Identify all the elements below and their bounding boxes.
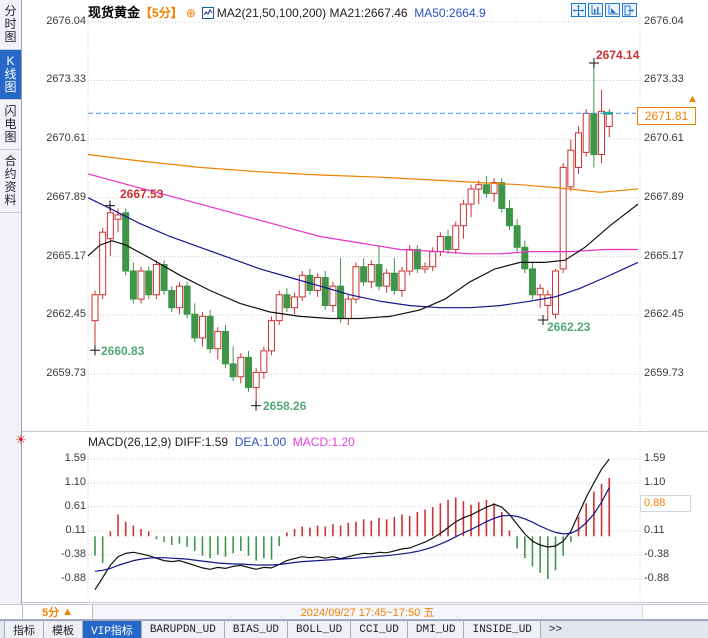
tab-INSIDE_UD[interactable]: INSIDE_UD [464,621,541,638]
annotation-high-2667: 2667.53 [120,187,164,201]
indicator-tab-bar: 指标 模板 VIP指标 BARUPDN_UD BIAS_UD BOLL_UD CCI_UD D… [0,620,708,638]
axis-measure-icon[interactable] [588,3,603,17]
tab-VIP[interactable]: VIP指标 [83,621,142,638]
period-label: 5分 [41,607,60,619]
axis-tick-label: 2673.33 [644,73,684,86]
axis-tick-label: 2659.73 [46,366,86,379]
tab->>[interactable]: >> [548,623,563,636]
status-right-filler [643,605,708,619]
axis-tick-label: 1.59 [644,452,666,465]
tab-[interactable]: 指标 [4,621,44,638]
chart-type-sidebar: 分时图 K线图 闪电图 合约资料 [0,0,22,604]
current-price-badge: 2671.81 [637,107,696,125]
axis-tick-label: -0.38 [644,547,670,560]
tab-[interactable]: 模板 [44,621,83,638]
macd-header: MACD(26,12,9) DIFF:1.59 DEA:1.00 MACD:1.… [88,435,355,449]
axis-tick-label: 2665.17 [644,249,684,262]
annotation-low-2660: 2660.83 [101,344,145,358]
ma21-value: MA21:2667.46 [329,6,408,20]
axis-tick-label: 0.11 [65,523,86,536]
sidebar-item-2[interactable]: 闪电图 [0,100,21,150]
sidebar-item-1[interactable]: K线图 [0,50,21,100]
exit-icon[interactable] [622,3,637,17]
sidebar-item-0[interactable]: 分时图 [0,0,21,50]
axis-tick-label: 2662.45 [644,308,684,321]
period-up-arrow-icon: ▲ [62,606,73,618]
axis-tick-label: 0.11 [644,523,665,536]
annotation-low-2662: 2662.23 [547,320,591,334]
ma-settings-label[interactable]: MA2(21,50,100,200) [216,6,327,20]
axis-tick-label: -0.38 [60,547,86,560]
axis-tick-label: -0.88 [644,572,670,585]
status-spacer [0,605,22,619]
macd-diff-value: DIFF:1.59 [174,435,229,449]
sidebar-item-3[interactable]: 合约资料 [0,150,21,213]
annotation-high-2674: 2674.14 [596,48,640,62]
chart-play-icon[interactable] [605,3,620,17]
add-indicator-icon[interactable]: ⊕ [185,6,196,20]
axis-tick-label: 2670.61 [46,132,86,145]
panel-divider [22,431,708,432]
axis-tick-label: 2670.61 [644,132,684,145]
tab-BOLL_UD[interactable]: BOLL_UD [288,621,352,638]
period-tag[interactable]: 【5分】 [140,6,183,20]
axis-tick-label: 1.10 [64,475,86,488]
tab-BARUPDN_UD[interactable]: BARUPDN_UD [141,621,225,638]
axis-tick-label: 1.10 [644,475,666,488]
datetime-range: 2024/09/27 17:45~17:50 五 [93,605,643,619]
axis-tick-label: 2662.45 [46,308,86,321]
price-up-arrow-icon: ▲ [687,93,698,105]
axis-tick-label: 2676.04 [644,15,684,27]
macd-dea-value: DEA:1.00 [234,435,287,449]
macd-title[interactable]: MACD(26,12,9) [88,435,172,449]
chart-toolbar [571,3,637,17]
axis-tick-label: 2665.17 [46,249,86,262]
move-icon[interactable] [571,3,586,17]
macd-axis-badge: 0.88 [640,495,691,512]
symbol-name: 现货黄金 [88,5,141,20]
ma-chart-icon[interactable] [201,7,214,22]
axis-tick-label: 0.61 [64,499,86,512]
tab-CCI_UD[interactable]: CCI_UD [351,621,408,638]
chart-header: 现货黄金【5分】 ⊕ MA2(21,50,100,200) MA21:2667.46… [88,2,486,22]
axis-tick-label: 1.59 [64,452,86,465]
axis-tick-label: 2673.33 [46,73,86,86]
indicator-settings-icon[interactable]: ☀ [15,432,27,447]
axis-tick-label: -0.88 [60,572,86,585]
tab-DMI_UD[interactable]: DMI_UD [407,621,465,638]
ma50-value: MA50:2664.9 [414,6,486,20]
macd-bottom-border [22,602,708,603]
axis-tick-label: 2676.04 [46,15,86,27]
status-bar: 5分 ▲ 2024/09/27 17:45~17:50 五 [0,604,708,620]
tab-BIAS_UD[interactable]: BIAS_UD [224,621,289,638]
axis-tick-label: 2659.73 [644,366,684,379]
period-selector[interactable]: 5分 ▲ [22,605,93,619]
axis-tick-label: 2667.89 [644,190,684,203]
axis-tick-label: 2667.89 [46,190,86,203]
macd-macd-value: MACD:1.20 [292,435,355,449]
annotation-low-2658: 2658.26 [263,399,307,413]
